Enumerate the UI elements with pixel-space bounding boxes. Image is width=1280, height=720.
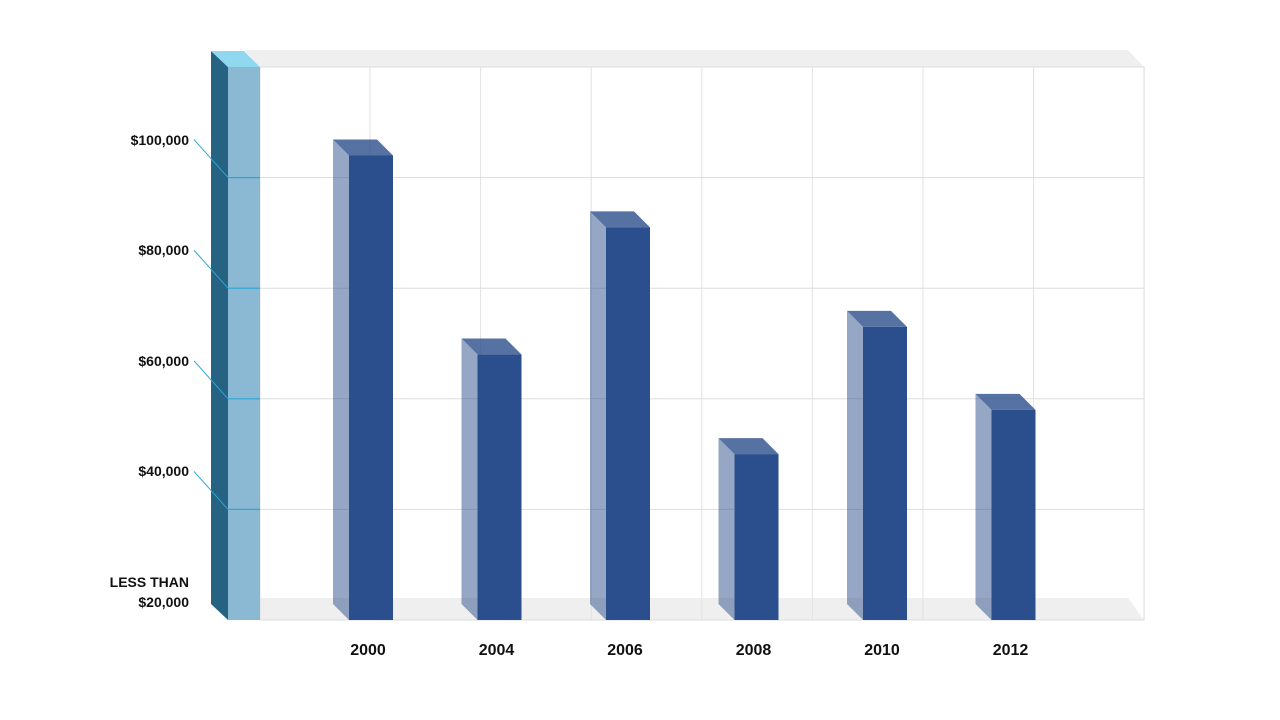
- bar: [606, 227, 650, 620]
- tick-connector: [193, 360, 229, 400]
- y-tick-label: LESS THAN $20,000: [109, 574, 189, 610]
- axis-front: [228, 67, 260, 620]
- bar-top: [590, 211, 650, 228]
- marks: 2000 2004 2006 2008 2010 2012: [193, 139, 1036, 659]
- bar-side: [847, 310, 863, 620]
- bar-top: [847, 310, 907, 327]
- bar: [477, 354, 522, 620]
- bar-side: [975, 393, 992, 620]
- bar-side: [590, 211, 606, 620]
- y-tick-label: $80,000: [138, 242, 189, 259]
- bar: [734, 454, 779, 620]
- bar-side: [461, 338, 478, 620]
- x-tick-label: 2000: [350, 642, 386, 659]
- y-tick-label: $100,000: [130, 131, 189, 148]
- bar: [349, 155, 393, 621]
- bar-top: [718, 438, 779, 455]
- tick-connector: [193, 249, 229, 289]
- axis-top: [211, 51, 260, 67]
- bar-top: [461, 338, 522, 355]
- axis-side: [211, 51, 228, 620]
- tick-connector: [193, 471, 229, 510]
- y-tick-label: $60,000: [138, 352, 189, 369]
- y-tick-label: $40,000: [138, 463, 189, 480]
- x-tick-label: 2006: [607, 642, 643, 659]
- bar-side: [718, 438, 735, 620]
- tick-connector: [193, 139, 229, 178]
- bar-top: [975, 393, 1036, 410]
- x-tick-label: 2010: [864, 642, 900, 659]
- bar: [991, 409, 1036, 620]
- bar-side: [333, 139, 349, 621]
- x-tick-label: 2008: [736, 642, 772, 659]
- x-tick-label: 2004: [479, 642, 515, 659]
- bar: [863, 326, 907, 620]
- x-tick-label: 2012: [993, 642, 1029, 659]
- bar-top: [333, 139, 393, 156]
- back-top-band: [244, 50, 1144, 67]
